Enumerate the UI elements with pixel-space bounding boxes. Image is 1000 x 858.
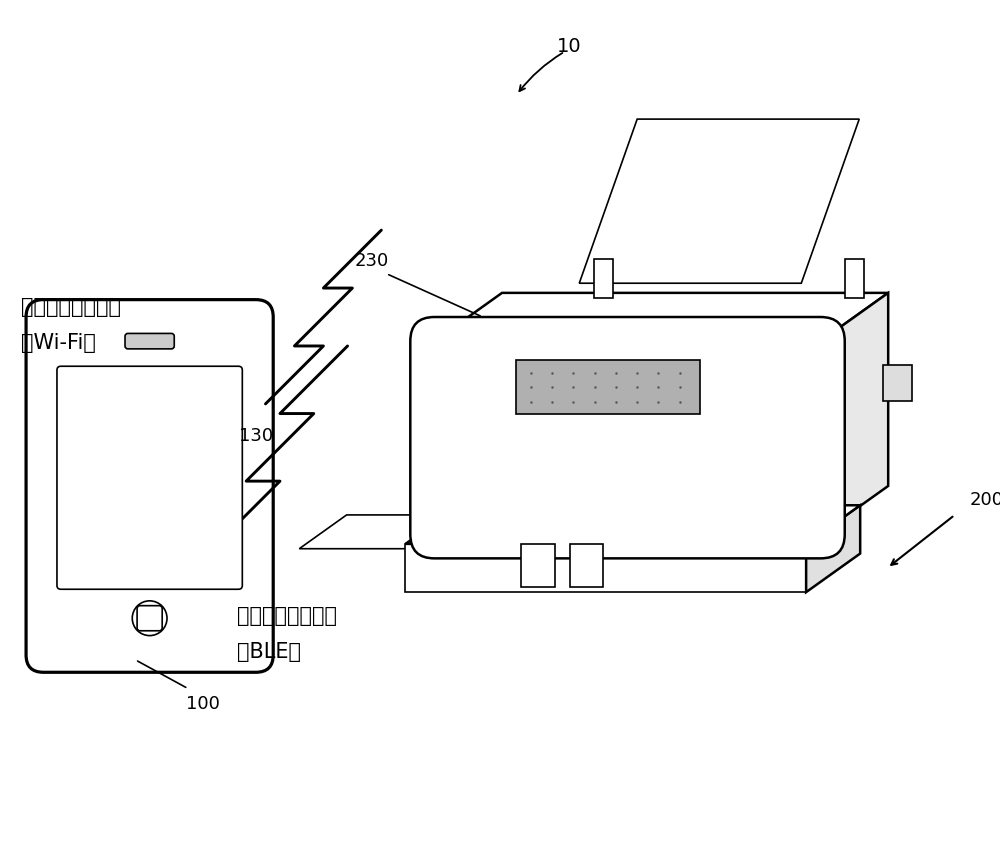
Polygon shape [434, 293, 888, 341]
Text: （BLE）: （BLE） [237, 642, 301, 662]
Text: 10: 10 [557, 37, 582, 56]
Polygon shape [821, 293, 888, 535]
Polygon shape [845, 259, 864, 298]
FancyBboxPatch shape [410, 317, 845, 559]
Circle shape [132, 601, 167, 636]
Text: 130: 130 [239, 426, 273, 444]
Polygon shape [883, 366, 912, 402]
Text: 100: 100 [186, 696, 220, 714]
Bar [521, 544, 555, 588]
FancyBboxPatch shape [26, 299, 273, 673]
Text: （Wi-Fi）: （Wi-Fi） [21, 333, 96, 353]
Polygon shape [806, 505, 860, 592]
Polygon shape [405, 505, 860, 544]
Text: 200: 200 [969, 492, 1000, 510]
Bar [405, 544, 806, 592]
Text: 230: 230 [355, 252, 389, 270]
FancyBboxPatch shape [57, 366, 242, 589]
Polygon shape [579, 119, 859, 283]
FancyBboxPatch shape [137, 606, 162, 631]
Bar [516, 360, 700, 414]
Polygon shape [299, 515, 713, 549]
Bar [570, 544, 603, 588]
Polygon shape [434, 334, 445, 535]
FancyBboxPatch shape [125, 334, 174, 349]
Text: 第二无线通信方式: 第二无线通信方式 [237, 607, 337, 626]
Text: 第一无线通信方式: 第一无线通信方式 [21, 298, 121, 317]
Polygon shape [594, 259, 613, 298]
